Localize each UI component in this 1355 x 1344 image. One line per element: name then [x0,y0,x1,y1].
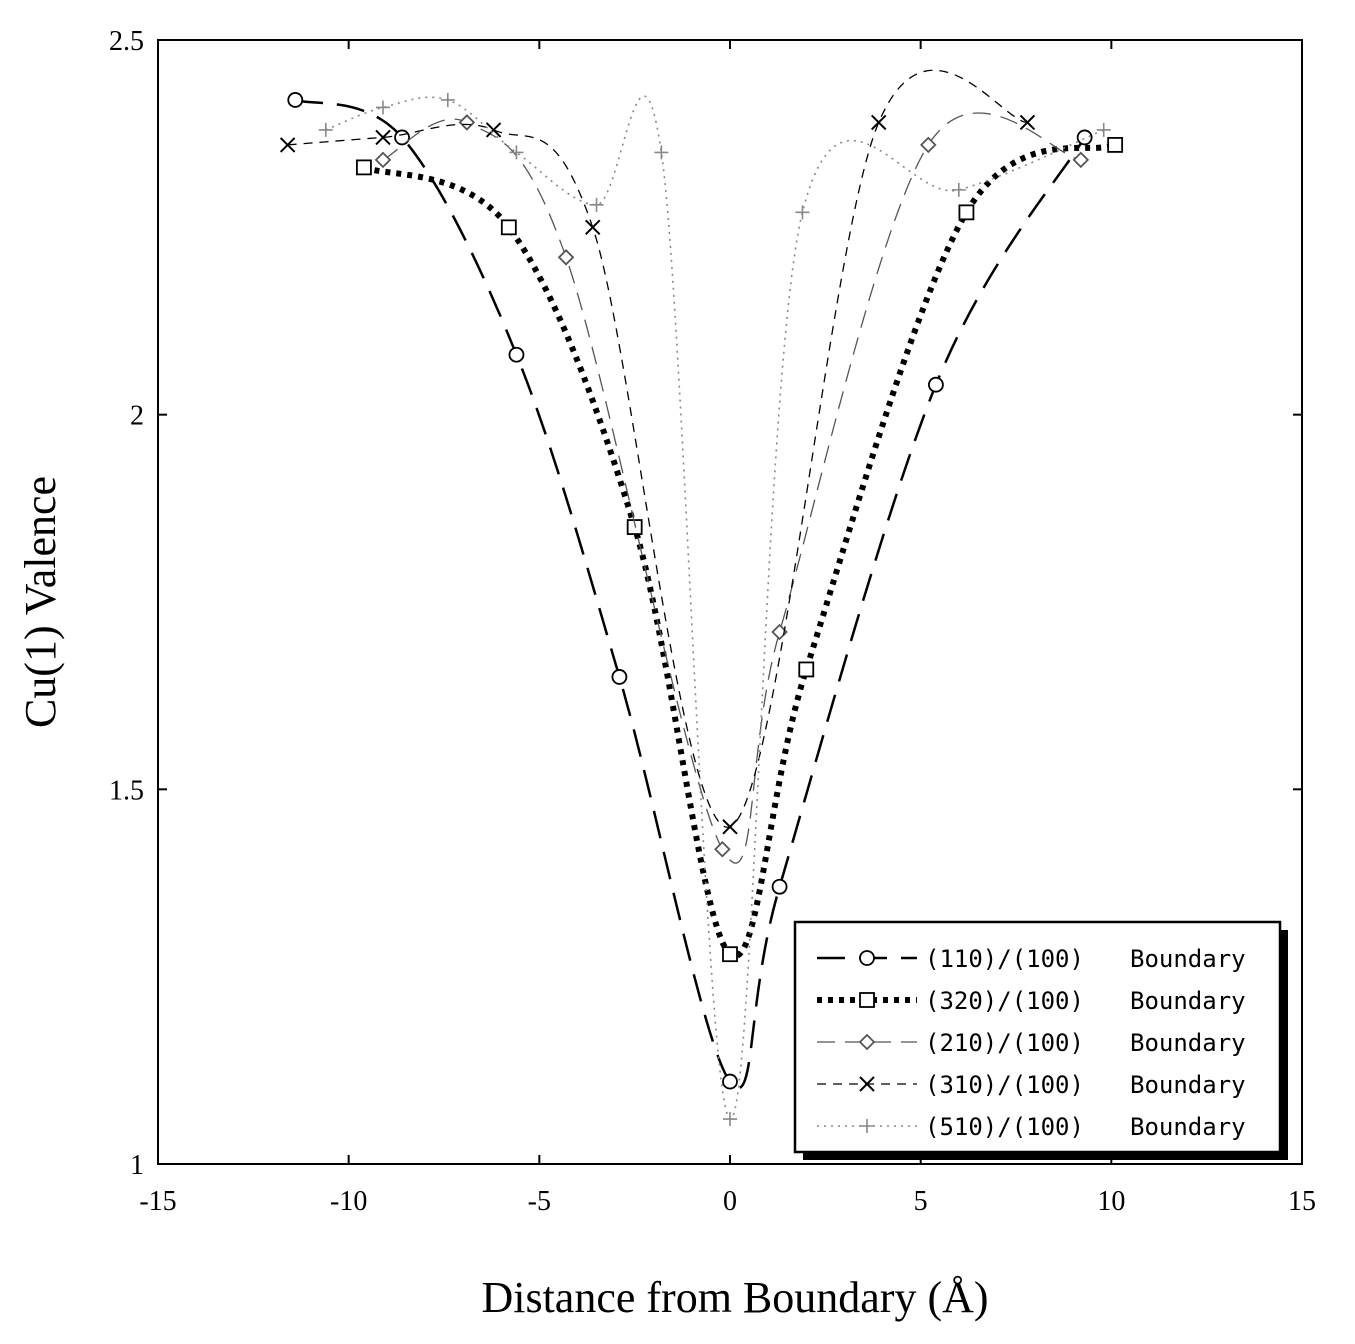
data-point [723,1112,737,1127]
data-point [1096,122,1111,137]
x-tick-label: 10 [1097,1186,1125,1217]
data-point [654,145,669,160]
data-point [1107,137,1124,153]
data-point [958,204,975,221]
data-point [589,197,604,212]
legend-series-name: (320)/(100) [925,987,1084,1015]
legend-series-name: (110)/(100) [925,945,1084,973]
legend-marker [858,1033,876,1051]
legend-series-label: Boundary [1130,1113,1246,1141]
data-point [585,219,601,236]
x-tick-label: -10 [330,1186,367,1217]
data-point [318,122,333,137]
data-point [722,819,738,835]
legend-series-label: Boundary [1130,1071,1246,1099]
x-axis-title: Distance from Boundary (Å) [481,1273,988,1322]
data-point [795,205,810,220]
legend-series-label: Boundary [1130,1029,1246,1057]
data-point [951,182,966,197]
legend: (110)/(100) Boundary (320)/(100) Boundary (2… [793,920,1288,1160]
legend-marker [859,1076,875,1092]
x-tick-label: 15 [1288,1186,1316,1217]
data-point [279,137,296,153]
data-point [611,669,628,685]
data-point [771,878,788,895]
series-line [362,142,1117,960]
data-point [626,519,643,535]
legend-marker [859,992,875,1008]
data-point [722,946,738,963]
series-2 [374,112,1090,864]
series-3 [279,69,1036,835]
x-tick-label: -5 [528,1186,551,1217]
data-point [509,145,524,160]
y-tick-label: 2 [130,401,144,432]
data-point [508,346,525,363]
legend-series-name: (210)/(100) [925,1029,1084,1057]
data-point [557,249,575,266]
data-point [458,114,476,131]
y-tick-label: 1 [130,1150,144,1181]
data-point [356,159,372,176]
data-point [374,151,392,169]
legend-box [793,920,1282,1154]
series-line [294,98,1086,1090]
x-tick-label: 5 [914,1186,928,1217]
series-1 [356,137,1124,963]
x-tick-label: -15 [139,1186,176,1217]
series-line [287,69,1028,828]
data-point [798,661,815,678]
data-point [714,841,731,858]
legend-marker [859,950,875,966]
legend-marker [860,1119,874,1133]
y-tick-label: 2.5 [109,26,144,57]
data-point [871,114,887,131]
data-point [920,136,937,154]
data-point [375,100,390,115]
data-point [287,92,304,108]
legend-series-label: Boundary [1130,945,1246,973]
data-point [375,129,391,146]
data-point [1076,129,1093,146]
x-tick-label: 0 [723,1186,737,1217]
series-4 [318,92,1111,1127]
legend-series-label: Boundary [1130,987,1246,1015]
data-point [485,122,502,138]
data-point [500,219,517,236]
series-layer [279,69,1124,1127]
legend-series-name: (510)/(100) [925,1113,1084,1141]
data-point [1019,114,1036,131]
y-axis-title: Cu(1) Valence [16,476,65,728]
legend-series-name: (310)/(100) [925,1071,1084,1099]
data-point [722,1073,738,1090]
data-point [1072,151,1090,169]
y-tick-label: 1.5 [109,775,144,806]
data-point [440,92,455,107]
series-line [325,95,1105,1120]
series-0 [287,92,1093,1090]
data-point [928,376,944,393]
series-line [382,112,1081,864]
